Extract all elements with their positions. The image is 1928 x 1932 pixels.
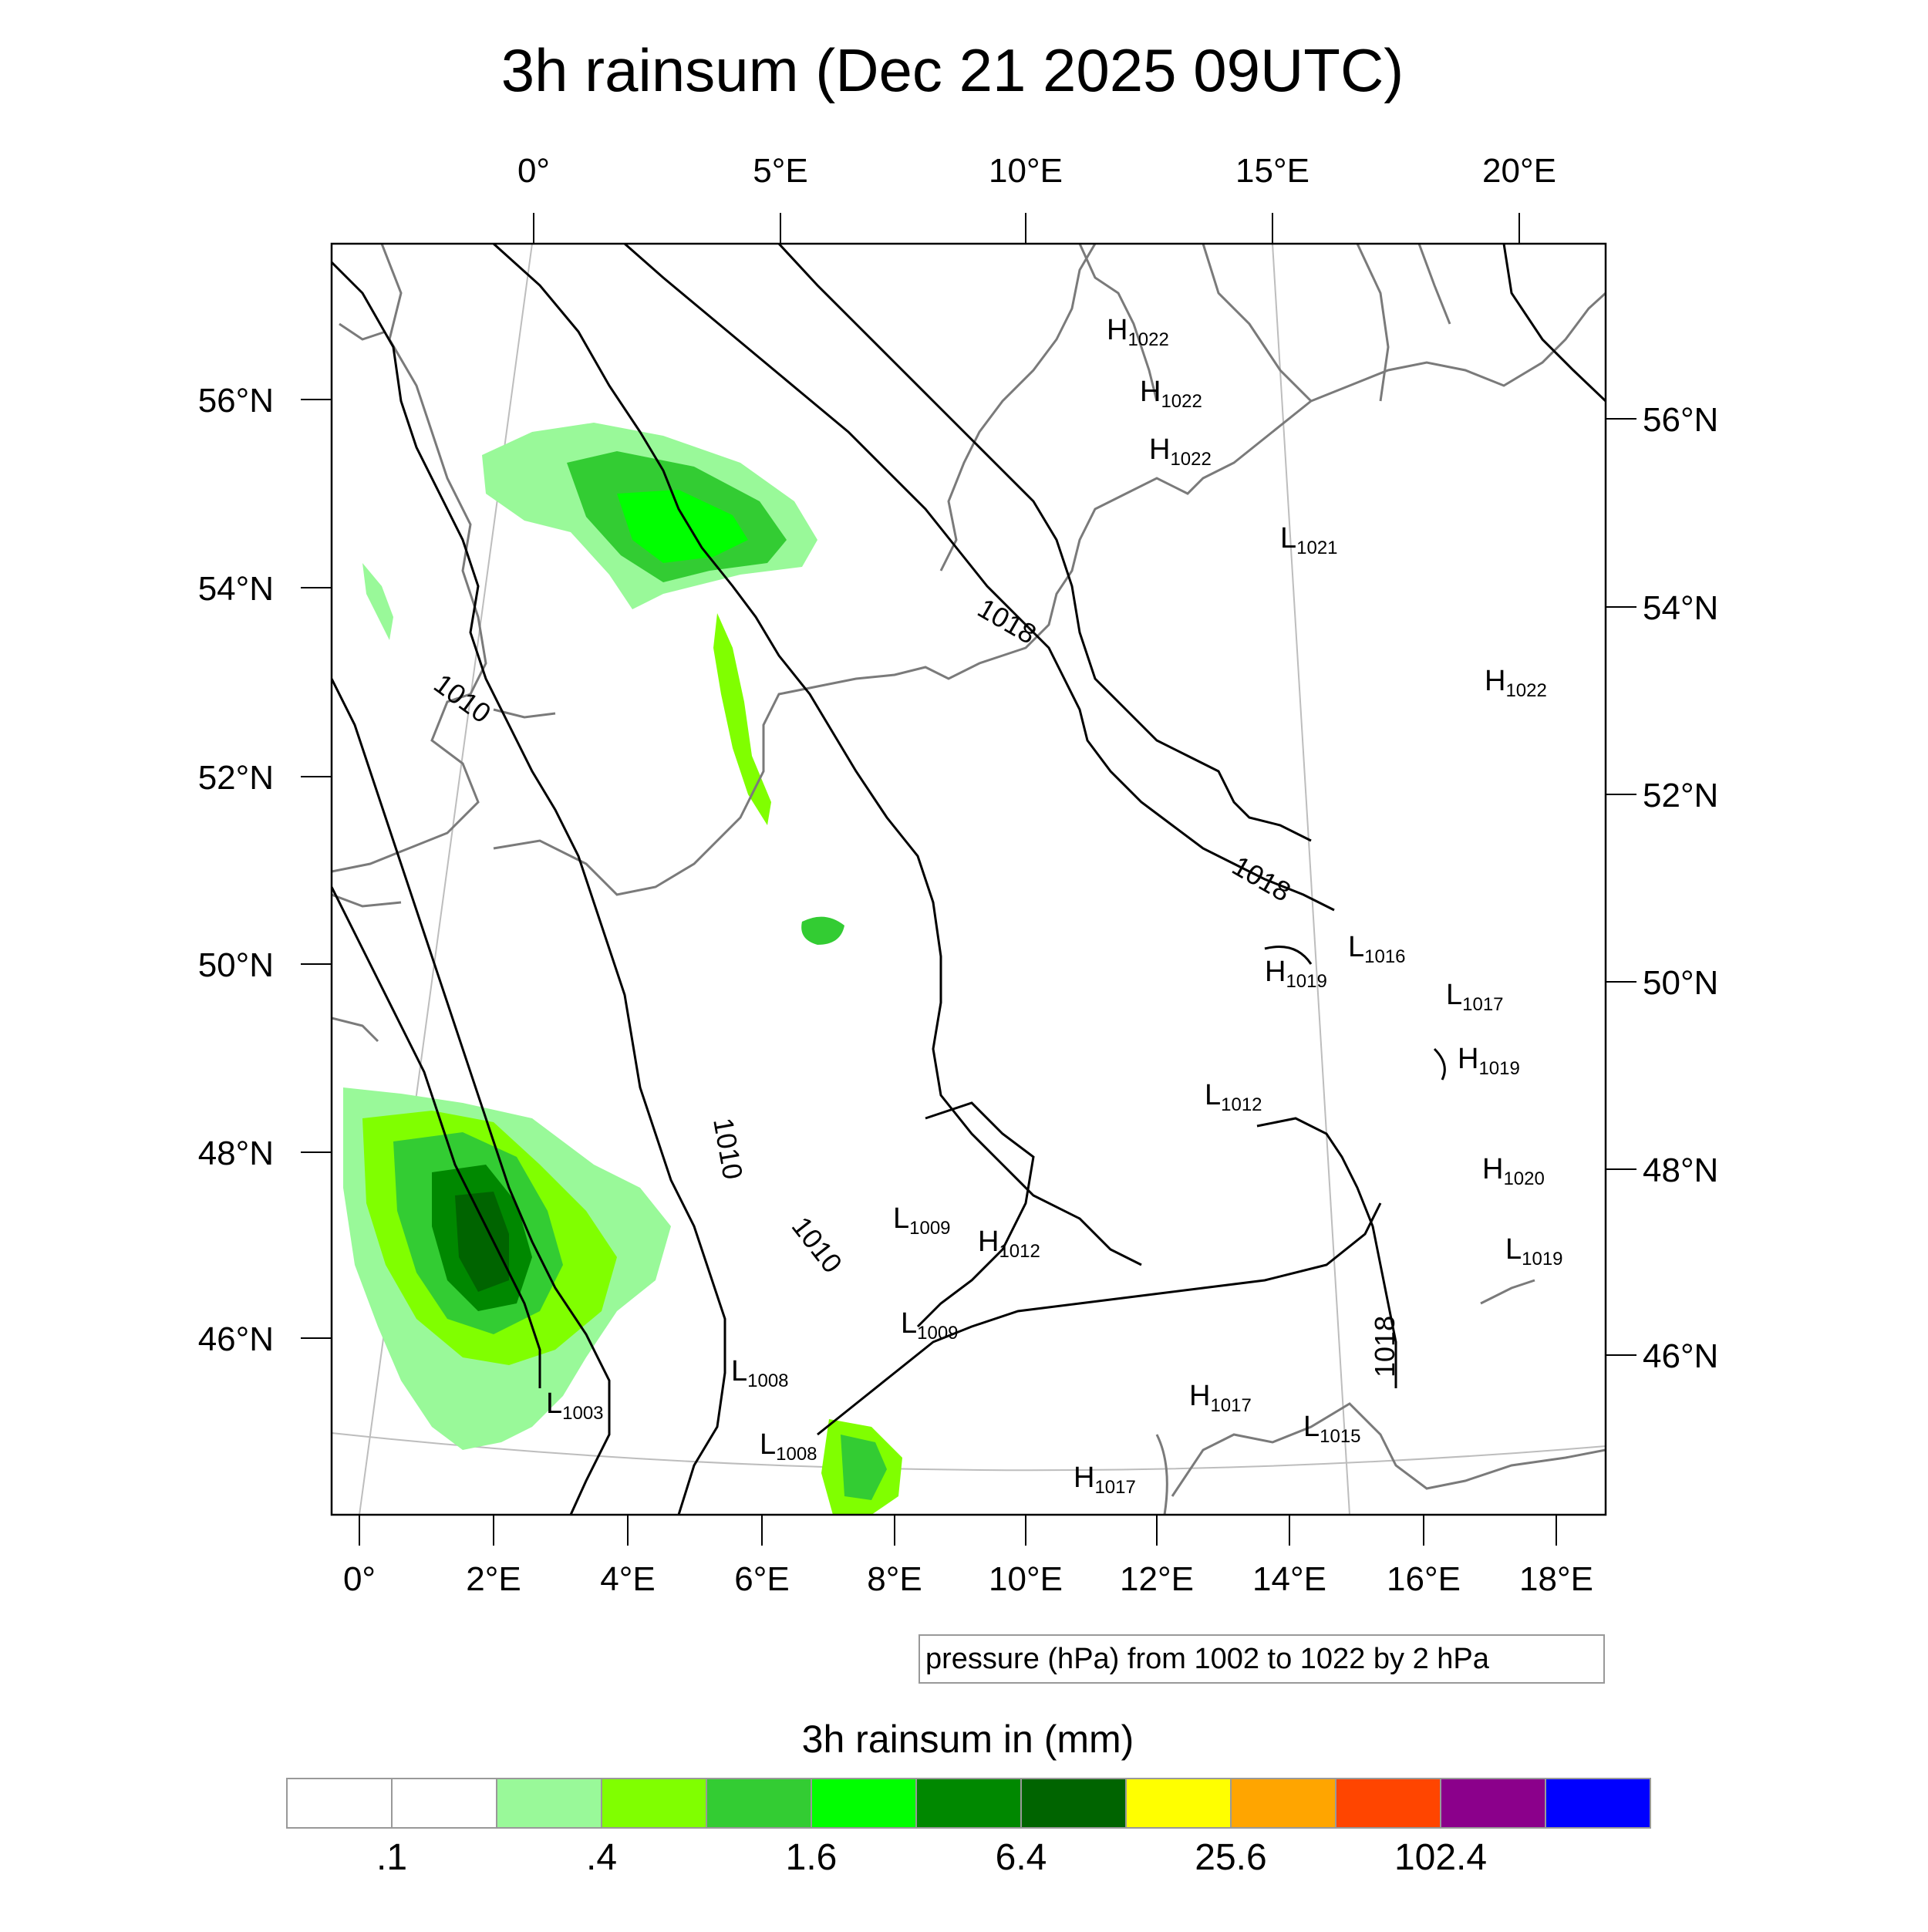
lon-label: 18°E — [1519, 1560, 1593, 1598]
lon-label: 8°E — [867, 1560, 922, 1598]
pressure-center: H1017 — [1074, 1462, 1136, 1498]
pressure-center: H1022 — [1485, 665, 1547, 701]
colorbar-label: .1 — [376, 1837, 407, 1878]
lat-label: 48°N — [1643, 1151, 1718, 1189]
pressure-center: L1008 — [760, 1428, 817, 1465]
lon-label: 10°E — [989, 1560, 1063, 1598]
colorbar-swatch — [391, 1778, 497, 1829]
colorbar-labels: .1 .4 1.6 6.4 25.6 102.4 — [376, 1837, 1487, 1878]
lat-label: 46°N — [1643, 1337, 1718, 1375]
top-lon-labels: 0° 5°E 10°E 15°E 20°E — [517, 152, 1556, 190]
right-lat-labels: 56°N 54°N 52°N 50°N 48°N 46°N — [1643, 401, 1718, 1375]
lon-label: 4°E — [600, 1560, 655, 1598]
colorbar-swatch — [1545, 1778, 1651, 1829]
precipitation-shading — [343, 423, 902, 1515]
lon-label: 0° — [343, 1560, 376, 1598]
map-title: 3h rainsum (Dec 21 2025 09UTC) — [501, 36, 1404, 104]
rain-area-north-sea-core — [617, 490, 748, 563]
lat-label: 56°N — [198, 382, 274, 420]
lon-label: 14°E — [1252, 1560, 1326, 1598]
rain-area-france-peak — [455, 1192, 509, 1292]
pressure-center: H1019 — [1458, 1043, 1520, 1079]
rain-area-alps-core — [841, 1435, 887, 1500]
pressure-center: H1022 — [1107, 314, 1169, 350]
contour-info-text: pressure (hPa) from 1002 to 1022 by 2 hP… — [925, 1643, 1490, 1675]
map-frame — [330, 242, 1607, 1516]
colorbar-title: 3h rainsum in (mm) — [802, 1718, 1134, 1761]
colorbar-swatch — [1335, 1778, 1441, 1829]
rain-spot-germany — [801, 916, 844, 945]
isobars — [332, 244, 1606, 1515]
pressure-centers: H1022 H1022 H1022 L1021 H1022 L1016 H101… — [546, 314, 1563, 1498]
lat-label: 56°N — [1643, 401, 1718, 439]
lat-label: 54°N — [198, 570, 274, 608]
lat-label: 54°N — [1643, 589, 1718, 627]
pressure-center: L1009 — [901, 1307, 959, 1344]
colorbar-swatch — [286, 1778, 393, 1829]
lon-label: 12°E — [1120, 1560, 1194, 1598]
lon-label: 0° — [517, 152, 550, 190]
pressure-center: H1020 — [1482, 1153, 1545, 1189]
tick-marks — [301, 213, 1636, 1546]
lon-label: 5°E — [753, 152, 807, 190]
lat-label: 50°N — [198, 946, 274, 984]
pressure-center: L1015 — [1303, 1411, 1361, 1447]
colorbar-swatch — [1230, 1778, 1336, 1829]
colorbar-label: 1.6 — [786, 1837, 838, 1878]
colorbar-label: 25.6 — [1195, 1837, 1266, 1878]
lat-label: 52°N — [1643, 777, 1718, 814]
pressure-center: L1017 — [1446, 979, 1504, 1015]
rain-band-dutch-coast — [713, 613, 771, 825]
colorbar-swatch — [706, 1778, 812, 1829]
colorbar-label: .4 — [586, 1837, 617, 1878]
colorbar-swatch — [1440, 1778, 1546, 1829]
lon-label: 2°E — [466, 1560, 521, 1598]
pressure-center: L1008 — [731, 1355, 789, 1391]
pressure-center: H1012 — [978, 1226, 1040, 1262]
lat-label: 48°N — [198, 1135, 274, 1172]
colorbar-swatch — [601, 1778, 707, 1829]
colorbar-swatch — [1125, 1778, 1232, 1829]
rain-band-east-england — [362, 563, 393, 640]
coastlines — [332, 244, 1606, 1515]
colorbar-boxes — [286, 1778, 1651, 1829]
pressure-center: H1022 — [1149, 433, 1212, 470]
pressure-center: H1019 — [1265, 956, 1327, 992]
contour-info-box: pressure (hPa) from 1002 to 1022 by 2 hP… — [918, 1634, 1605, 1684]
lat-label: 50°N — [1643, 964, 1718, 1002]
contour-info-frame — [918, 1634, 1605, 1684]
pressure-center: H1022 — [1140, 376, 1202, 412]
pressure-center: L1009 — [893, 1202, 951, 1239]
lat-label: 46°N — [198, 1320, 274, 1358]
bottom-lon-labels: 0° 2°E 4°E 6°E 8°E 10°E 12°E 14°E 16°E 1… — [343, 1560, 1593, 1598]
colorbar: 3h rainsum in (mm) .1 .4 1.6 6.4 25.6 10… — [286, 1718, 1651, 1878]
colorbar-swatch — [915, 1778, 1022, 1829]
pressure-center: L1019 — [1505, 1233, 1563, 1269]
colorbar-label: 102.4 — [1394, 1837, 1487, 1878]
isobar-label: 1018 — [1369, 1316, 1400, 1377]
lon-label: 20°E — [1482, 152, 1556, 190]
pressure-center: L1012 — [1205, 1079, 1262, 1115]
map-panel: 1010 1010 1010 1018 1018 1018 H1022 H102… — [198, 152, 1719, 1598]
lat-label: 52°N — [198, 759, 274, 797]
pressure-center: L1016 — [1348, 931, 1406, 967]
lon-label: 6°E — [734, 1560, 789, 1598]
pressure-center: L1021 — [1280, 522, 1338, 558]
colorbar-swatch — [496, 1778, 602, 1829]
pressure-center: H1017 — [1189, 1380, 1252, 1416]
lon-label: 10°E — [989, 152, 1063, 190]
lon-label: 16°E — [1387, 1560, 1461, 1598]
lon-label: 15°E — [1235, 152, 1309, 190]
left-lat-labels: 56°N 54°N 52°N 50°N 48°N 46°N — [198, 382, 274, 1358]
colorbar-swatch — [1020, 1778, 1127, 1829]
colorbar-swatch — [811, 1778, 917, 1829]
colorbar-label: 6.4 — [996, 1837, 1047, 1878]
pressure-center: L1003 — [546, 1387, 604, 1424]
